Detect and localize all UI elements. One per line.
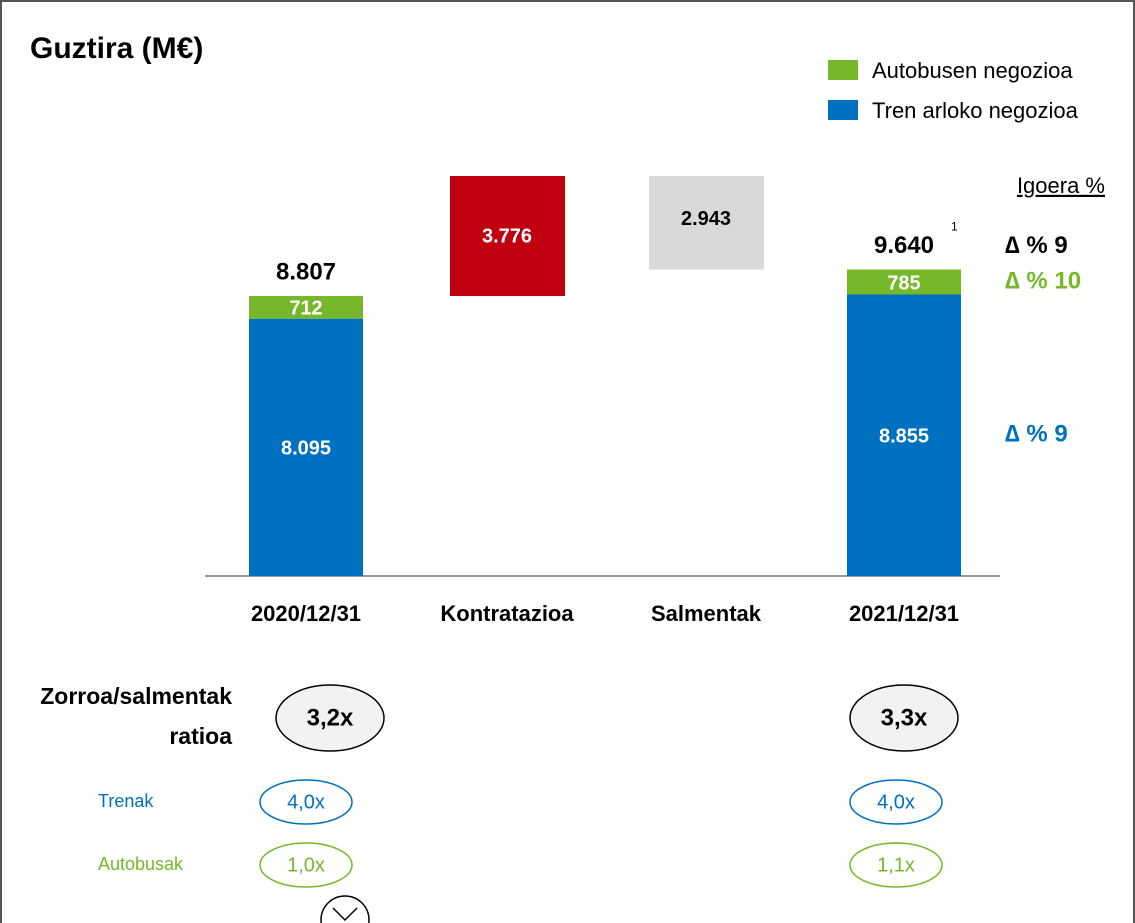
- x-tick-label: Salmentak: [651, 601, 762, 626]
- legend-swatch: [828, 100, 858, 120]
- ratio-value: 4,0x: [877, 791, 915, 813]
- growth-label: ∆ % 10: [1005, 267, 1081, 294]
- ratio-value: 3,3x: [881, 704, 928, 731]
- ratio-title: ratioa: [169, 723, 232, 749]
- footnote-mark: 1: [951, 220, 958, 234]
- growth-label: ∆ % 9: [1005, 232, 1068, 259]
- ratio-badge: [259, 842, 353, 888]
- x-tick-label: 2020/12/31: [251, 601, 361, 626]
- ratio-row-label: Autobusak: [98, 854, 184, 874]
- value-label: 712: [289, 298, 322, 320]
- legend-label: Autobusen negozioa: [872, 58, 1073, 83]
- legend-label: Tren arloko negozioa: [872, 98, 1079, 123]
- ratio-badge: [259, 779, 353, 825]
- value-label: 785: [887, 272, 920, 294]
- ratio-value: 1,0x: [287, 854, 325, 876]
- value-label: 8.855: [879, 426, 929, 448]
- ratio-badge: [849, 684, 959, 752]
- x-tick-label: 2021/12/31: [849, 601, 959, 626]
- value-label: 8.095: [281, 438, 331, 460]
- ratio-value: 1,1x: [877, 854, 915, 876]
- chart-title: Guztira (M€): [30, 32, 203, 65]
- bar-segment: [847, 269, 961, 295]
- growth-title: Igoera %: [1017, 173, 1105, 198]
- ratio-badge: [849, 779, 943, 825]
- value-label: 3.776: [482, 225, 532, 247]
- value-label: 2.943: [681, 208, 731, 230]
- bar-change: [450, 176, 565, 297]
- legend-swatch: [828, 60, 858, 80]
- total-label: 9.640: [874, 232, 934, 259]
- ratio-badge: [275, 684, 385, 752]
- scroll-button[interactable]: [320, 895, 370, 923]
- bar-segment: [249, 296, 363, 319]
- ratio-badge: [849, 842, 943, 888]
- total-label: 8.807: [276, 258, 336, 285]
- x-tick-label: Kontratazioa: [440, 601, 574, 626]
- bar-segment: [249, 318, 363, 576]
- ratio-title: Zorroa/salmentak: [40, 683, 232, 709]
- ratio-value: 4,0x: [287, 791, 325, 813]
- ratio-row-label: Trenak: [98, 791, 154, 811]
- growth-label: ∆ % 9: [1005, 421, 1068, 448]
- bar-segment: [847, 294, 961, 576]
- ratio-value: 3,2x: [307, 704, 354, 731]
- bar-change: [649, 176, 764, 270]
